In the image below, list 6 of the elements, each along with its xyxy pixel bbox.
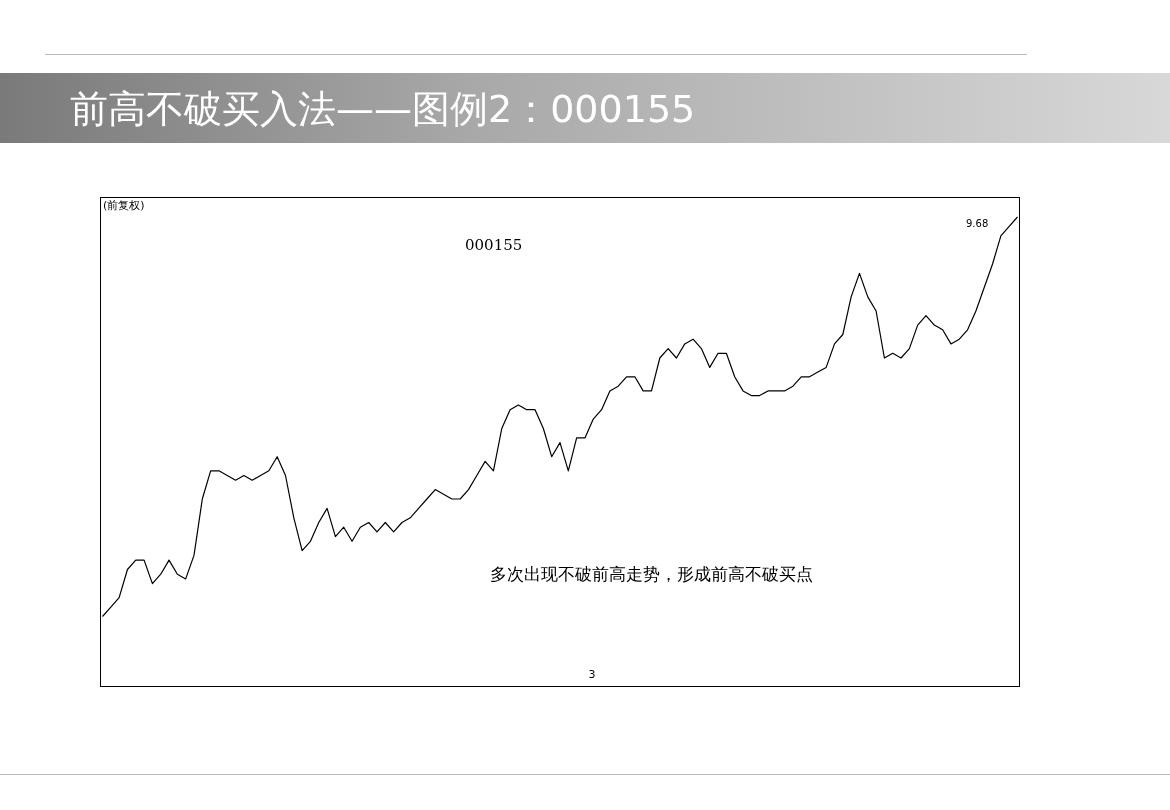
text: (前复权) bbox=[103, 199, 145, 212]
text: 000155 bbox=[465, 236, 523, 254]
chart-title: 前高不破买入法——图例2：000155 bbox=[70, 86, 696, 133]
annotation: 9.68 bbox=[966, 218, 989, 229]
annotation: 多次出现不破前高走势，形成前高不破买点 bbox=[490, 564, 813, 584]
annotation: 3 bbox=[588, 668, 596, 681]
